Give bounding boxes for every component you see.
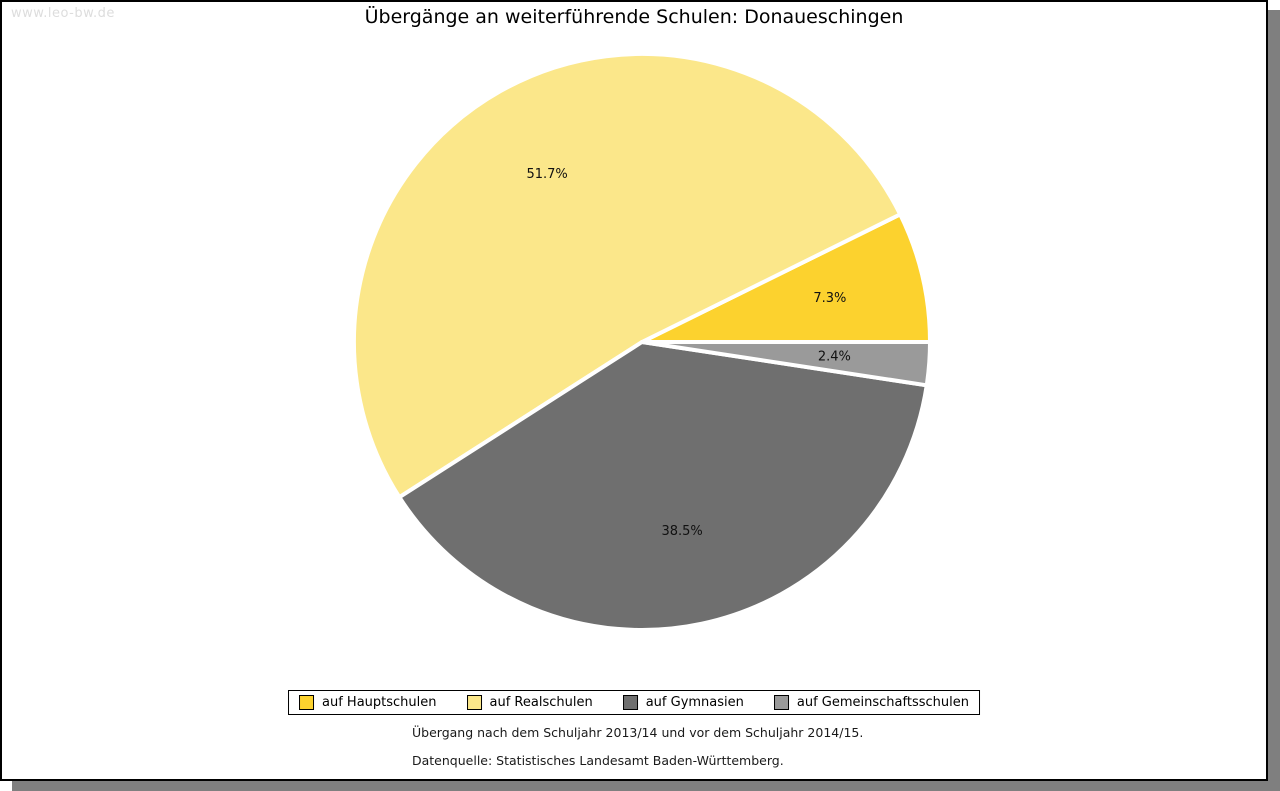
legend-item: auf Hauptschulen xyxy=(299,695,437,710)
chart-title: Übergänge an weiterführende Schulen: Don… xyxy=(364,6,904,28)
legend-label: auf Hauptschulen xyxy=(322,695,437,710)
legend-item: auf Gymnasien xyxy=(622,695,744,710)
legend-label: auf Realschulen xyxy=(489,695,593,710)
legend-swatch-icon xyxy=(466,695,482,710)
legend-swatch-icon xyxy=(773,695,789,710)
pie-slice-value-label: 2.4% xyxy=(818,350,851,365)
legend-item: auf Gemeinschaftsschulen xyxy=(773,695,969,710)
legend-label: auf Gemeinschaftsschulen xyxy=(796,695,969,710)
pie-slice-3 xyxy=(640,340,933,388)
pie-slice-value-label: 51.7% xyxy=(526,167,567,182)
pie-slice-2 xyxy=(397,340,929,632)
footnotes: Übergang nach dem Schuljahr 2013/14 und … xyxy=(412,725,863,768)
legend: auf Hauptschulen auf Realschulen auf Gymna… xyxy=(288,690,980,715)
legend-swatch-icon xyxy=(299,695,315,710)
pie-slice-value-label: 38.5% xyxy=(661,524,702,539)
watermark: www.leo-bw.de xyxy=(11,6,115,21)
legend-label: auf Gymnasien xyxy=(645,695,744,710)
footnote-period: Übergang nach dem Schuljahr 2013/14 und … xyxy=(412,725,864,740)
pie-chart: 7.3% 51.7% 38.5% 2.4% xyxy=(351,51,933,632)
chart-canvas: www.leo-bw.de Übergänge an weiterführend… xyxy=(0,0,1268,781)
pie-slice-value-label: 7.3% xyxy=(813,291,846,306)
footnote-source: Datenquelle: Statistisches Landesamt Bad… xyxy=(412,753,784,768)
pie-slice-1 xyxy=(351,51,903,500)
pie-slice-0 xyxy=(640,212,932,344)
legend-item: auf Realschulen xyxy=(466,695,593,710)
legend-swatch-icon xyxy=(622,695,638,710)
